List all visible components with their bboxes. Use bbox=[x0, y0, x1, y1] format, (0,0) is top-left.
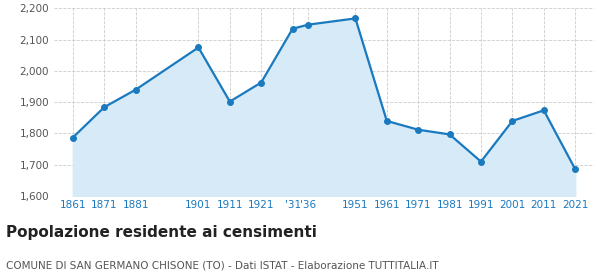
Text: Popolazione residente ai censimenti: Popolazione residente ai censimenti bbox=[6, 225, 317, 241]
Text: COMUNE DI SAN GERMANO CHISONE (TO) - Dati ISTAT - Elaborazione TUTTITALIA.IT: COMUNE DI SAN GERMANO CHISONE (TO) - Dat… bbox=[6, 260, 439, 270]
